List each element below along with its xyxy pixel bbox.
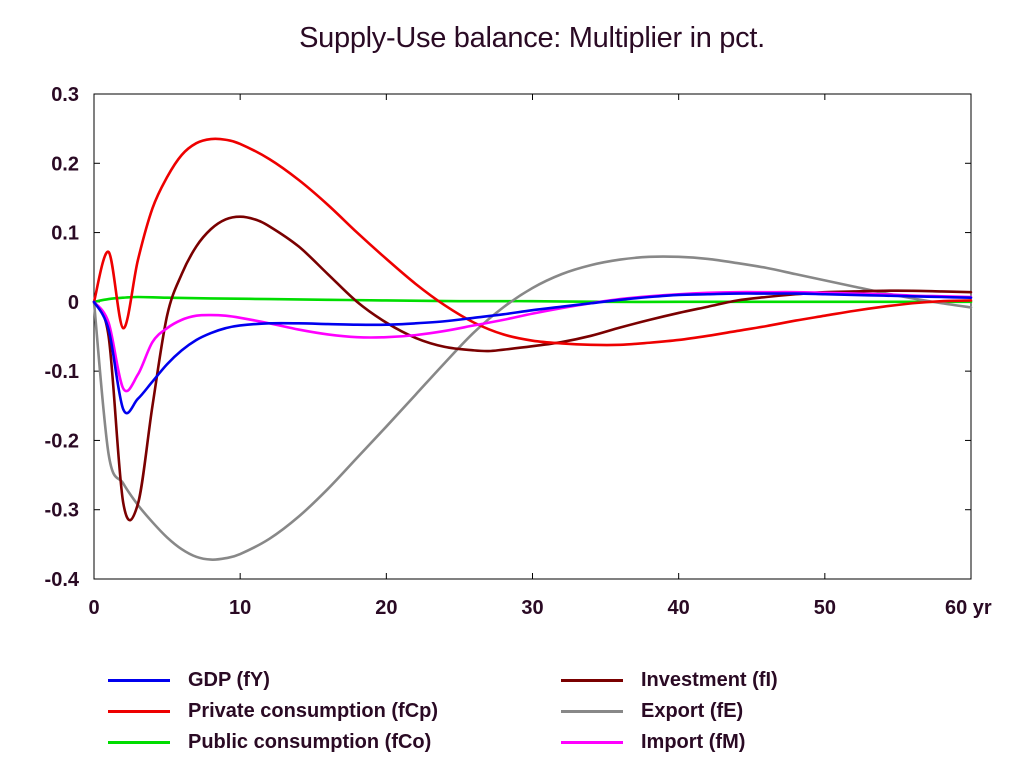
y-tick-label: -0.2 xyxy=(45,430,79,452)
y-tick-label: 0 xyxy=(68,292,79,314)
series-line-export-fe xyxy=(92,255,973,561)
y-tick-label: -0.3 xyxy=(45,500,79,522)
x-tick-label: 10 xyxy=(229,597,251,619)
series-line-private-consumption-fcp xyxy=(92,137,973,347)
series-line-import-fm xyxy=(92,290,973,393)
x-tick-label: 60 yr xyxy=(945,597,992,619)
chart-title: Supply-Use balance: Multiplier in pct. xyxy=(299,22,765,54)
y-tick-label: 0.2 xyxy=(51,153,79,175)
x-tick-label: 30 xyxy=(521,597,543,619)
x-tick-label: 0 xyxy=(88,597,99,619)
series-line-investment-fi xyxy=(92,215,973,522)
series-line-public-consumption-fco xyxy=(92,295,973,304)
x-tick-label: 40 xyxy=(668,597,690,619)
plot-frame xyxy=(93,93,972,580)
y-tick-label: 0.1 xyxy=(51,223,79,245)
series-line-gdp-fy xyxy=(92,292,973,415)
y-tick-label: -0.1 xyxy=(45,361,79,383)
x-tick-label: 20 xyxy=(375,597,397,619)
y-tick-label: 0.3 xyxy=(51,84,79,106)
y-tick-label: -0.4 xyxy=(45,569,80,591)
x-tick-label: 50 xyxy=(814,597,836,619)
